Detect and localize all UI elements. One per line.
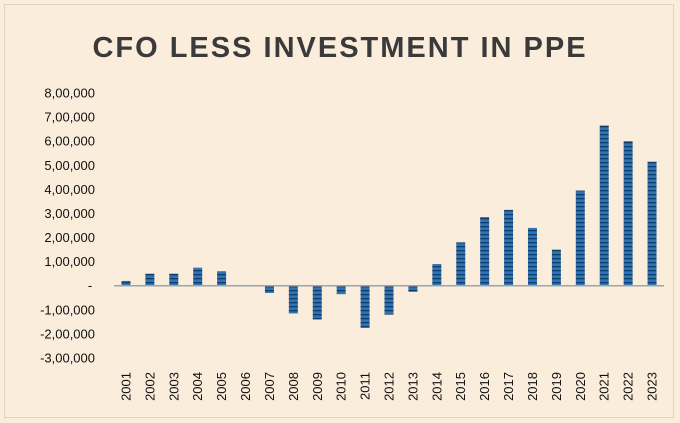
y-tick-label: 5,00,000 [44,158,95,173]
x-tick-label: 2014 [429,372,444,401]
bar-2014 [432,264,442,286]
bar-2015 [456,242,466,286]
x-tick-label: 2006 [238,372,253,401]
bar-2022 [623,141,633,286]
x-tick-label: 2004 [190,372,205,401]
x-tick-label: 2016 [477,372,492,401]
y-tick-label: 4,00,000 [44,182,95,197]
y-tick-label: 3,00,000 [44,206,95,221]
x-tick-label: 2020 [573,372,588,401]
x-tick-label: 2022 [621,372,636,401]
bar-2012 [384,285,394,315]
bar-2010 [336,285,346,295]
x-tick-label: 2023 [645,372,660,401]
bar-2005 [217,271,227,286]
bar-2002 [145,273,155,286]
x-tick-label: 2008 [286,372,301,401]
y-tick-label: -2,00,000 [40,326,95,341]
bar-2019 [551,249,561,286]
bar-2009 [312,285,322,320]
bar-2013 [408,285,418,292]
x-tick-label: 2015 [453,372,468,401]
y-tick-label: -3,00,000 [40,351,95,366]
x-tick-label: 2019 [549,372,564,401]
y-axis-ticks: 8,00,000 7,00,000 6,00,000 5,00,000 4,00,000… [40,86,95,366]
bar-2020 [575,190,585,286]
bar-2001 [121,280,131,286]
y-tick-label: -1,00,000 [40,302,95,317]
x-tick-label: 2013 [405,372,420,401]
chart-title: CFO LESS INVESTMENT IN PPE [92,32,588,64]
y-tick-label: 2,00,000 [44,230,95,245]
x-axis-ticks: 2001 2002 2003 2004 2005 2006 2007 2008 2009 2010… [118,372,659,401]
x-tick-label: 2005 [214,372,229,401]
y-tick-label: 8,00,000 [44,86,95,101]
bar-2018 [527,227,537,286]
x-tick-label: 2021 [597,372,612,401]
y-tick-label: 7,00,000 [44,110,95,125]
x-tick-label: 2002 [142,372,157,401]
x-tick-label: 2011 [358,372,373,400]
chart-frame [4,4,674,418]
bar-2004 [193,267,203,286]
x-tick-label: 2017 [501,372,516,401]
bar-2007 [264,285,274,293]
x-tick-label: 2007 [262,372,277,401]
bar-2021 [599,125,609,286]
bar-2011 [360,285,370,328]
bar-2003 [169,273,179,286]
y-tick-label: 6,00,000 [44,134,95,149]
x-tick-label: 2009 [310,372,325,401]
x-tick-label: 2012 [382,372,397,401]
y-tick-label: - [88,278,92,293]
bar-2008 [288,285,298,314]
bar-2016 [480,217,490,286]
x-tick-label: 2010 [334,372,349,401]
bars [121,125,657,328]
bar-2017 [504,209,514,286]
x-tick-label: 2018 [525,372,540,401]
bar-2023 [647,161,657,286]
x-tick-label: 2003 [166,372,181,401]
y-tick-label: 1,00,000 [44,254,95,269]
x-tick-label: 2001 [118,372,133,401]
